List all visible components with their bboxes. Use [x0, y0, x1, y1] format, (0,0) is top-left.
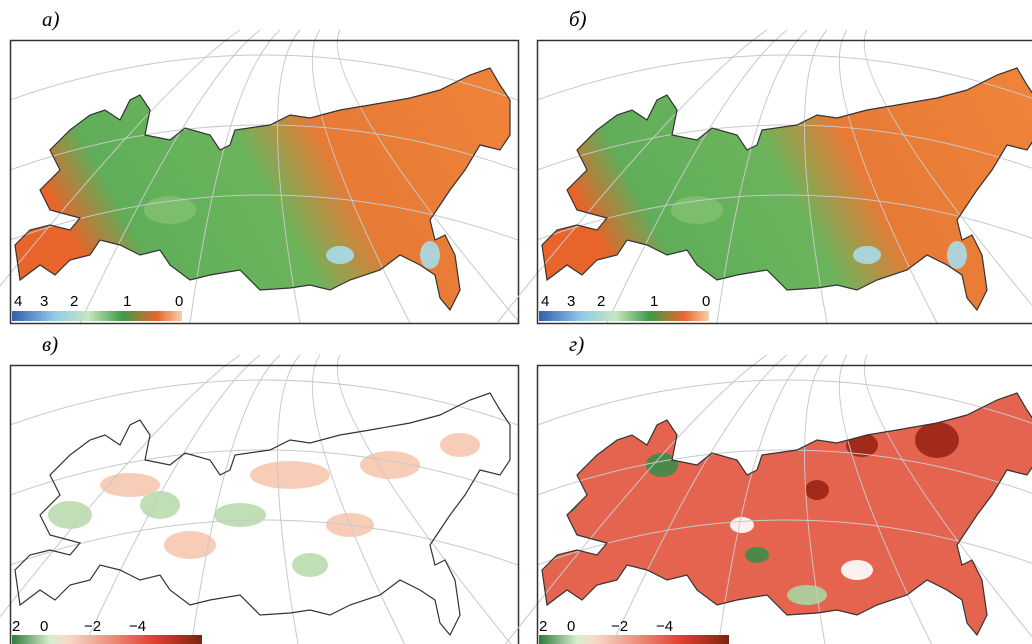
map-region — [440, 433, 480, 457]
map-region — [671, 196, 723, 224]
colorbar-tick-label: 2 — [597, 293, 605, 310]
map-region — [841, 560, 873, 580]
map-region — [853, 246, 881, 264]
map-region — [48, 501, 92, 529]
colorbar-tick-label: 3 — [40, 293, 48, 310]
colorbar-tick-label: 0 — [40, 618, 48, 635]
map-region — [947, 241, 967, 269]
map-region — [745, 547, 769, 563]
colorbar — [12, 635, 202, 644]
colorbar — [539, 635, 729, 644]
panel: 4 3 2 1 0 — [497, 30, 1032, 324]
figure: 4 3 2 1 0 а) 4 3 2 1 0 б) 2 0 −2 −4 в) 2 0 −2 −4 г) — [0, 0, 1032, 644]
map-region — [250, 461, 330, 489]
map-region — [805, 480, 829, 500]
colorbar-tick-label: −2 — [611, 618, 628, 635]
colorbar-tick-label: 2 — [12, 618, 20, 635]
colorbar-tick-label: 4 — [14, 293, 22, 310]
colorbar-tick-label: −2 — [84, 618, 101, 635]
panel: 4 3 2 1 0 — [0, 30, 520, 324]
colorbar-tick-label: 0 — [702, 293, 710, 310]
colorbar-tick-label: −4 — [656, 618, 673, 635]
colorbar-tick-label: 0 — [567, 618, 575, 635]
colorbar-tick-label: 2 — [70, 293, 78, 310]
map-region — [915, 422, 959, 458]
colorbar — [539, 311, 709, 321]
colorbar-tick-label: 0 — [175, 293, 183, 310]
panel: 2 0 −2 −4 — [0, 355, 520, 644]
colorbar — [12, 311, 182, 321]
panel-label: в) — [42, 332, 58, 356]
map-region — [214, 503, 266, 527]
map-region — [787, 585, 827, 605]
map-region — [292, 553, 328, 577]
panel-label: б) — [569, 7, 587, 31]
panel-label: г) — [569, 332, 584, 356]
colorbar-tick-label: 4 — [541, 293, 549, 310]
map-region — [420, 241, 440, 269]
panel: 2 0 −2 −4 — [497, 355, 1032, 644]
map-region — [326, 246, 354, 264]
colorbar-tick-label: 1 — [650, 293, 658, 310]
panel-label: а) — [42, 7, 60, 31]
colorbar-tick-label: 3 — [567, 293, 575, 310]
colorbar-tick-label: −4 — [129, 618, 146, 635]
map-region — [144, 196, 196, 224]
colorbar-tick-label: 1 — [123, 293, 131, 310]
colorbar-tick-label: 2 — [539, 618, 547, 635]
map-region — [730, 517, 754, 533]
